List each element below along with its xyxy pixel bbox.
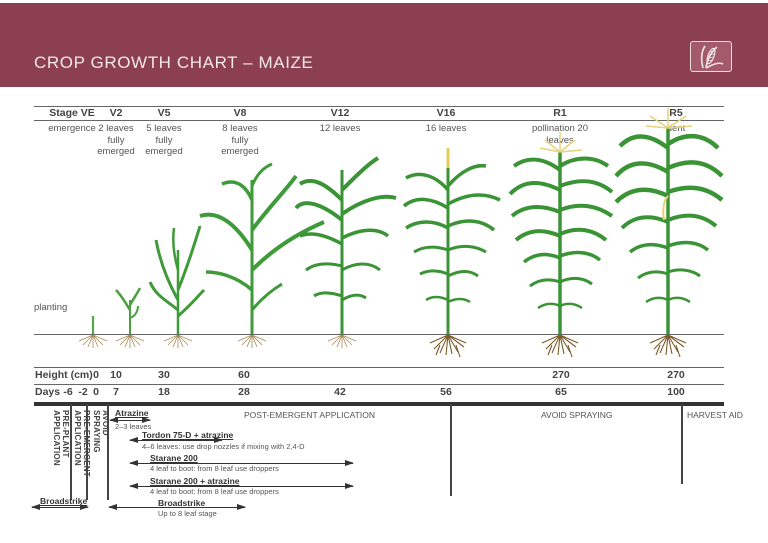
product-broadstrike-post-name: Broadstrike (158, 498, 206, 508)
stage-label-ve: Stage VE (49, 107, 95, 119)
post-emergent-application-label: POST-EMERGENT APPLICATION (244, 410, 375, 420)
stage-desc-v16: 16 leaves (425, 123, 467, 134)
days-value: 7 (113, 386, 119, 398)
planting-label: planting (34, 302, 68, 313)
product-starane-atrazine-window-arrow (129, 483, 354, 489)
product-starane-window-arrow (129, 460, 354, 466)
height-value: 10 (110, 369, 122, 381)
stage-label-v8: V8 (233, 107, 247, 119)
product-starane-note: 4 leaf to boot: from 8 leaf use droppers (150, 464, 279, 473)
days-value: 18 (158, 386, 170, 398)
days-top-rule (34, 384, 724, 385)
height-value: 30 (158, 369, 170, 381)
days-value: -2 (78, 386, 88, 398)
stage-top-rule (34, 106, 724, 107)
divider-post-emergent (450, 404, 452, 496)
days-value: 100 (667, 386, 685, 398)
stage-bottom-rule (34, 120, 724, 121)
days-value: 42 (334, 386, 346, 398)
height-value: 270 (552, 369, 570, 381)
days-value: 28 (238, 386, 250, 398)
divider-avoid-early (107, 404, 109, 500)
stage-desc-v5: 5 leaves fully emerged (145, 123, 183, 157)
stage-label-v16: V16 (436, 107, 456, 119)
plant-r1 (508, 132, 614, 358)
product-starane-atrazine-note: 4 leaf to boot: from 8 leaf use droppers (150, 487, 279, 496)
days-value: 65 (555, 386, 567, 398)
days-row-label: Days (35, 386, 61, 398)
product-starane-atrazine-name: Starane 200 + atrazine (150, 476, 240, 486)
product-tordon-window-arrow (129, 437, 223, 443)
product-atrazine-note: 2–3 leaves (115, 422, 152, 431)
product-starane-name: Starane 200 (150, 453, 198, 463)
stage-desc-ve: emergence (48, 123, 96, 134)
days-value: 0 (93, 386, 99, 398)
product-atrazine-name: Atrazine (115, 408, 149, 418)
stage-desc-r5: dent (666, 123, 686, 134)
stage-label-v5: V5 (157, 107, 171, 119)
divider-harvest-aid (681, 404, 683, 484)
days-value: 56 (440, 386, 452, 398)
product-broadstrike-post-note: Up to 8 leaf stage (158, 509, 217, 518)
product-tordon-note: 4–6 leaves: use drop nozzles if mixing w… (142, 442, 305, 451)
height-value: 60 (238, 369, 250, 381)
pre-emergent-application-label: PRE-EMERGENT APPLICATION (73, 410, 91, 477)
plant-r5 (614, 108, 724, 358)
page-title: CROP GROWTH CHART – MAIZE (34, 53, 314, 72)
stage-label-r5: R5 (669, 107, 683, 119)
header-banner: CROP GROWTH CHART – MAIZE (0, 3, 768, 87)
plant-v12 (294, 156, 397, 349)
plant-ve (78, 316, 108, 349)
stage-label-v2: V2 (109, 107, 123, 119)
application-timeline-bar (34, 402, 724, 406)
plant-v8 (199, 162, 325, 349)
product-broadstrike-pre-window-arrow (31, 504, 89, 510)
plant-v16 (402, 148, 501, 358)
stage-label-v12: V12 (330, 107, 350, 119)
divider-preplant (70, 404, 72, 500)
height-value: 0 (93, 369, 99, 381)
product-tordon-name: Tordon 75-D + atrazine (142, 430, 234, 440)
days-value: -6 (63, 386, 73, 398)
height-top-rule (34, 367, 724, 368)
divider-preemergent (86, 404, 88, 500)
product-atrazine-window-arrow (109, 417, 151, 423)
avoid-spraying-late-label: AVOID SPRAYING (541, 410, 613, 420)
pre-plant-application-label: PRE-PLANT APPLICATION (52, 410, 70, 466)
harvest-aid-label: HARVEST AID (687, 410, 743, 420)
maize-cob-icon (690, 41, 732, 72)
ground-line (34, 334, 724, 335)
stage-desc-v8: 8 leaves fully emerged (221, 123, 259, 157)
product-broadstrike-pre-name: Broadstrike (40, 496, 88, 506)
height-value: 270 (667, 369, 685, 381)
stage-label-r1: R1 (553, 107, 567, 119)
product-broadstrike-post-window-arrow (108, 504, 246, 510)
plant-v2 (115, 287, 145, 349)
plant-v5 (148, 225, 206, 349)
stage-desc-v2: 2 leaves fully emerged (97, 123, 135, 157)
avoid-spraying-early-label: AVOID SPRAYING (92, 410, 110, 453)
stage-desc-v12: 12 leaves (319, 123, 361, 134)
height-row-label: Height (cm) (35, 369, 93, 381)
